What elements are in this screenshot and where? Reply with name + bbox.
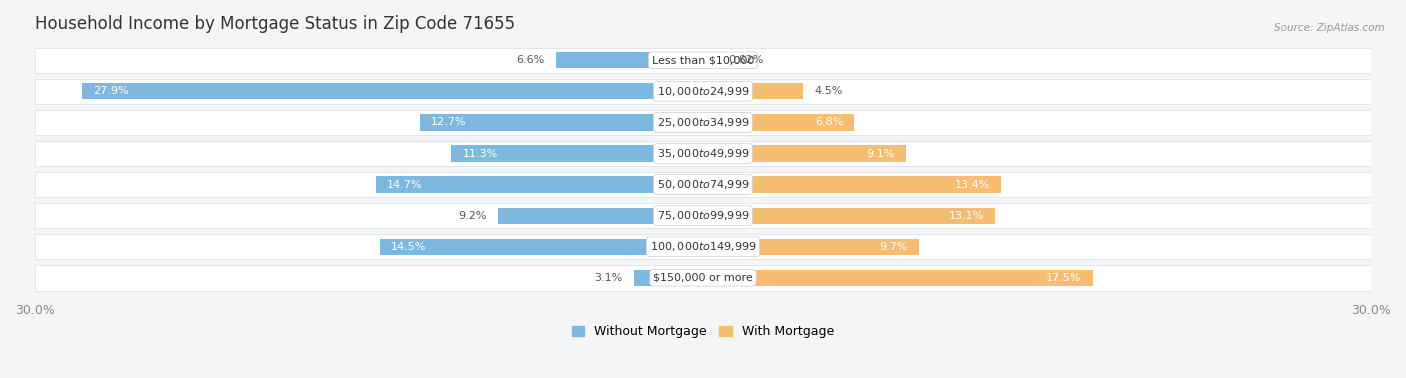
Bar [703,208,994,224]
Bar [703,270,1092,286]
Text: Less than $10,000: Less than $10,000 [652,55,754,65]
Text: 3.1%: 3.1% [595,273,623,283]
Text: 9.1%: 9.1% [866,149,894,158]
FancyBboxPatch shape [35,48,1371,73]
Text: $100,000 to $149,999: $100,000 to $149,999 [650,240,756,253]
FancyBboxPatch shape [35,79,1371,104]
FancyBboxPatch shape [35,141,1371,166]
Text: 9.2%: 9.2% [458,211,486,221]
Text: 17.5%: 17.5% [1046,273,1081,283]
Bar [703,115,855,130]
Text: Household Income by Mortgage Status in Zip Code 71655: Household Income by Mortgage Status in Z… [35,15,515,33]
Text: 6.6%: 6.6% [516,55,546,65]
Bar [703,83,803,99]
Bar [703,239,920,255]
FancyBboxPatch shape [35,172,1371,197]
FancyBboxPatch shape [35,203,1371,228]
Bar [420,115,703,130]
Bar [703,146,905,161]
Text: Source: ZipAtlas.com: Source: ZipAtlas.com [1274,23,1385,33]
Bar [82,83,703,99]
FancyBboxPatch shape [35,265,1371,291]
Text: 4.5%: 4.5% [814,86,842,96]
FancyBboxPatch shape [35,234,1371,259]
Text: 13.4%: 13.4% [955,180,990,190]
Text: 11.3%: 11.3% [463,149,498,158]
Legend: Without Mortgage, With Mortgage: Without Mortgage, With Mortgage [572,325,834,338]
Text: 12.7%: 12.7% [432,118,467,127]
Text: 14.7%: 14.7% [387,180,422,190]
Bar [703,177,1001,193]
Bar [451,146,703,161]
Bar [555,52,703,68]
Bar [703,52,717,68]
Bar [634,270,703,286]
Text: $25,000 to $34,999: $25,000 to $34,999 [657,116,749,129]
Bar [375,177,703,193]
Text: $50,000 to $74,999: $50,000 to $74,999 [657,178,749,191]
Bar [498,208,703,224]
FancyBboxPatch shape [35,110,1371,135]
Text: $150,000 or more: $150,000 or more [654,273,752,283]
Text: $10,000 to $24,999: $10,000 to $24,999 [657,85,749,98]
Text: $35,000 to $49,999: $35,000 to $49,999 [657,147,749,160]
Text: 6.8%: 6.8% [815,118,844,127]
Text: 13.1%: 13.1% [948,211,984,221]
Bar [380,239,703,255]
Text: 14.5%: 14.5% [391,242,426,252]
Text: 27.9%: 27.9% [93,86,128,96]
Text: 9.7%: 9.7% [879,242,908,252]
Text: 0.62%: 0.62% [728,55,763,65]
Text: $75,000 to $99,999: $75,000 to $99,999 [657,209,749,222]
